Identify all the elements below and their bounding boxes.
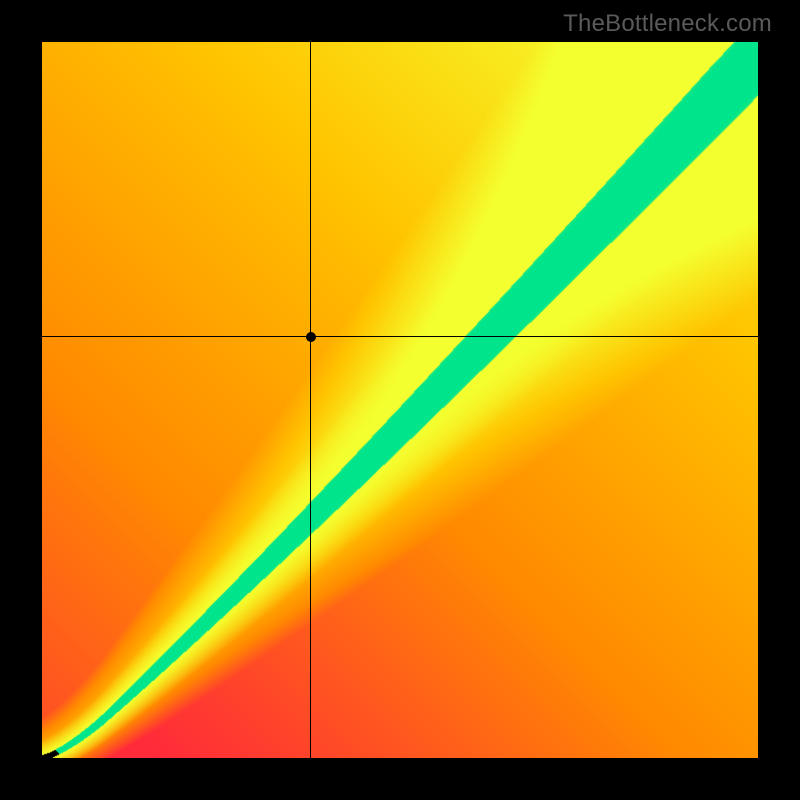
watermark-text: TheBottleneck.com <box>563 10 772 38</box>
crosshair-horizontal <box>42 336 758 337</box>
crosshair-marker <box>306 332 316 342</box>
chart-frame: TheBottleneck.com <box>0 0 800 800</box>
heatmap-canvas <box>42 42 758 758</box>
heatmap-plot <box>42 42 758 758</box>
crosshair-vertical <box>310 42 311 758</box>
